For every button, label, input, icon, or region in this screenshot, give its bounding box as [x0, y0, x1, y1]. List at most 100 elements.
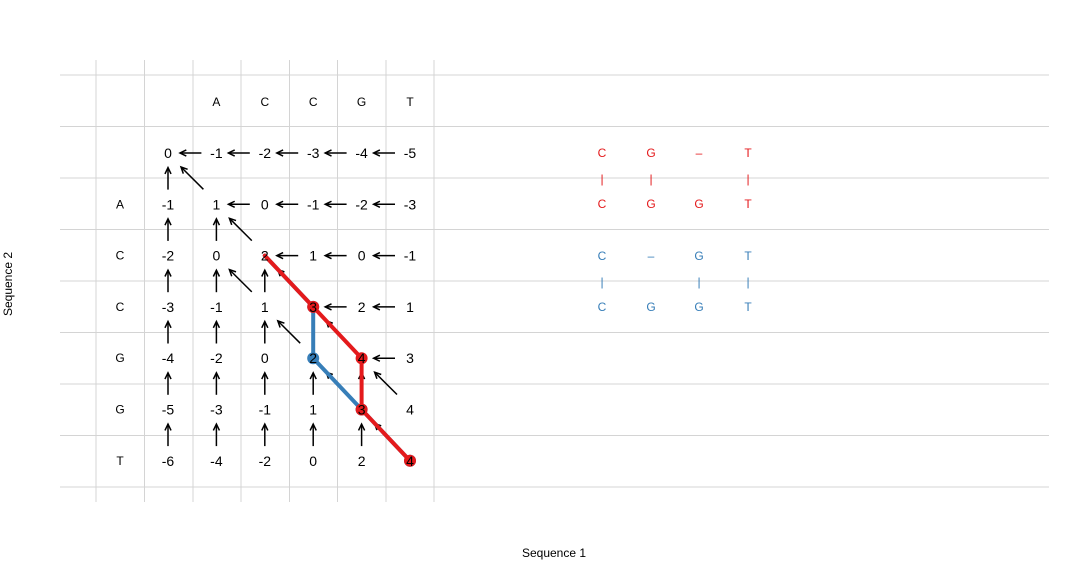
- arrow-head: [212, 319, 221, 329]
- traceback-arrow: [373, 370, 398, 396]
- traceback-arrow: [261, 319, 269, 344]
- sequence-1-base: A: [212, 95, 220, 109]
- traceback-arrow: [212, 319, 221, 344]
- sequence-1-base: C: [260, 95, 269, 109]
- red-align-match: |: [746, 172, 749, 186]
- score-cell: -6: [162, 453, 175, 469]
- arrow-head: [164, 217, 172, 226]
- arrow-head: [357, 422, 366, 431]
- sequence-2-base: C: [116, 249, 125, 263]
- score-cell: 4: [358, 350, 366, 366]
- score-cell: -2: [162, 248, 175, 264]
- blue-align-bottom: C: [598, 300, 607, 314]
- red-path: [262, 253, 416, 467]
- score-cell: -1: [210, 299, 223, 315]
- arrow-head: [371, 251, 381, 260]
- arrow-head: [212, 217, 221, 226]
- traceback-arrow: [261, 371, 269, 395]
- arrow-head: [373, 370, 382, 380]
- score-cell: -1: [210, 145, 223, 161]
- traceback-arrow: [275, 200, 299, 209]
- score-cell: 3: [358, 402, 366, 418]
- arrow-head: [323, 303, 332, 311]
- sequence-2-base: T: [116, 454, 124, 468]
- arrow-head: [261, 319, 269, 329]
- arrow-head: [164, 371, 172, 380]
- traceback-arrow: [226, 149, 250, 157]
- arrow-head: [164, 268, 172, 277]
- x-axis-label: Sequence 1: [521, 546, 587, 560]
- score-cell: 0: [213, 248, 221, 264]
- blue-align-bottom: G: [694, 300, 703, 314]
- arrow-head: [371, 149, 381, 157]
- arrow-head: [164, 165, 172, 175]
- arrow-head: [276, 319, 285, 328]
- traceback-arrow: [164, 268, 172, 293]
- arrow-head: [178, 149, 187, 157]
- arrow-shaft: [228, 269, 253, 293]
- arrow-head: [226, 149, 236, 157]
- sequence-2-base: G: [115, 403, 124, 417]
- blue-align-top: G: [694, 249, 703, 263]
- score-cell: 0: [358, 248, 366, 264]
- sequence-2-base: G: [115, 351, 124, 365]
- sequence-1-base: G: [357, 95, 366, 109]
- score-cell: 3: [406, 350, 414, 366]
- traceback-arrow: [323, 149, 347, 157]
- sequence-2-base: A: [116, 197, 124, 211]
- score-cell: 1: [309, 248, 317, 264]
- arrow-head: [371, 200, 381, 209]
- arrow-head: [212, 268, 221, 277]
- traceback-arrow: [371, 303, 395, 311]
- arrow-head: [323, 149, 332, 157]
- arrow-head: [261, 422, 269, 431]
- arrow-shaft: [277, 320, 301, 344]
- traceback-arrow: [212, 371, 221, 395]
- traceback-arrow: [276, 319, 301, 344]
- red-align-bottom: G: [646, 197, 655, 211]
- traceback-arrow: [228, 217, 253, 242]
- score-cell: -4: [355, 145, 368, 161]
- arrow-head: [212, 371, 221, 380]
- score-cell: -3: [162, 299, 175, 315]
- traceback-arrow: [357, 422, 366, 447]
- traceback-arrow: [371, 149, 395, 157]
- traceback-arrow: [275, 149, 299, 157]
- traceback-arrow: [228, 268, 253, 293]
- score-cell: 1: [213, 196, 221, 212]
- red-path-node: [355, 352, 368, 365]
- traceback-arrow: [164, 165, 172, 190]
- traceback-arrow: [309, 422, 317, 447]
- grid-lines: [60, 60, 1049, 502]
- traceback-arrow: [178, 149, 202, 157]
- score-cell: -3: [307, 145, 320, 161]
- red-align-top: C: [598, 146, 607, 160]
- red-path-node: [307, 300, 320, 313]
- red-align-top: T: [744, 146, 752, 160]
- red-path-node: [404, 454, 416, 467]
- score-cell: -3: [210, 402, 223, 418]
- arrow-head: [323, 200, 332, 209]
- arrow-head: [212, 422, 221, 431]
- red-align-top: –: [696, 146, 703, 160]
- score-cell: 1: [309, 402, 317, 418]
- score-cell: -2: [259, 145, 272, 161]
- arrow-head: [371, 354, 381, 362]
- y-axis-label: Sequence 2: [1, 251, 15, 317]
- score-cell: 0: [261, 196, 269, 212]
- arrow-head: [164, 422, 172, 431]
- traceback-arrow: [261, 422, 269, 447]
- arrow-head: [261, 268, 269, 277]
- traceback-arrow: [212, 422, 221, 447]
- traceback-arrow: [371, 354, 395, 362]
- traceback-arrow: [164, 319, 172, 344]
- blue-align-top: T: [744, 249, 752, 263]
- arrow-head: [323, 251, 332, 260]
- traceback-arrow: [164, 422, 172, 447]
- arrow-shaft: [228, 217, 253, 242]
- traceback-arrow: [212, 268, 221, 293]
- traceback-arrow: [323, 251, 347, 260]
- score-cell: 1: [406, 299, 414, 315]
- sequence-2-labels: A C C G G T: [115, 197, 125, 468]
